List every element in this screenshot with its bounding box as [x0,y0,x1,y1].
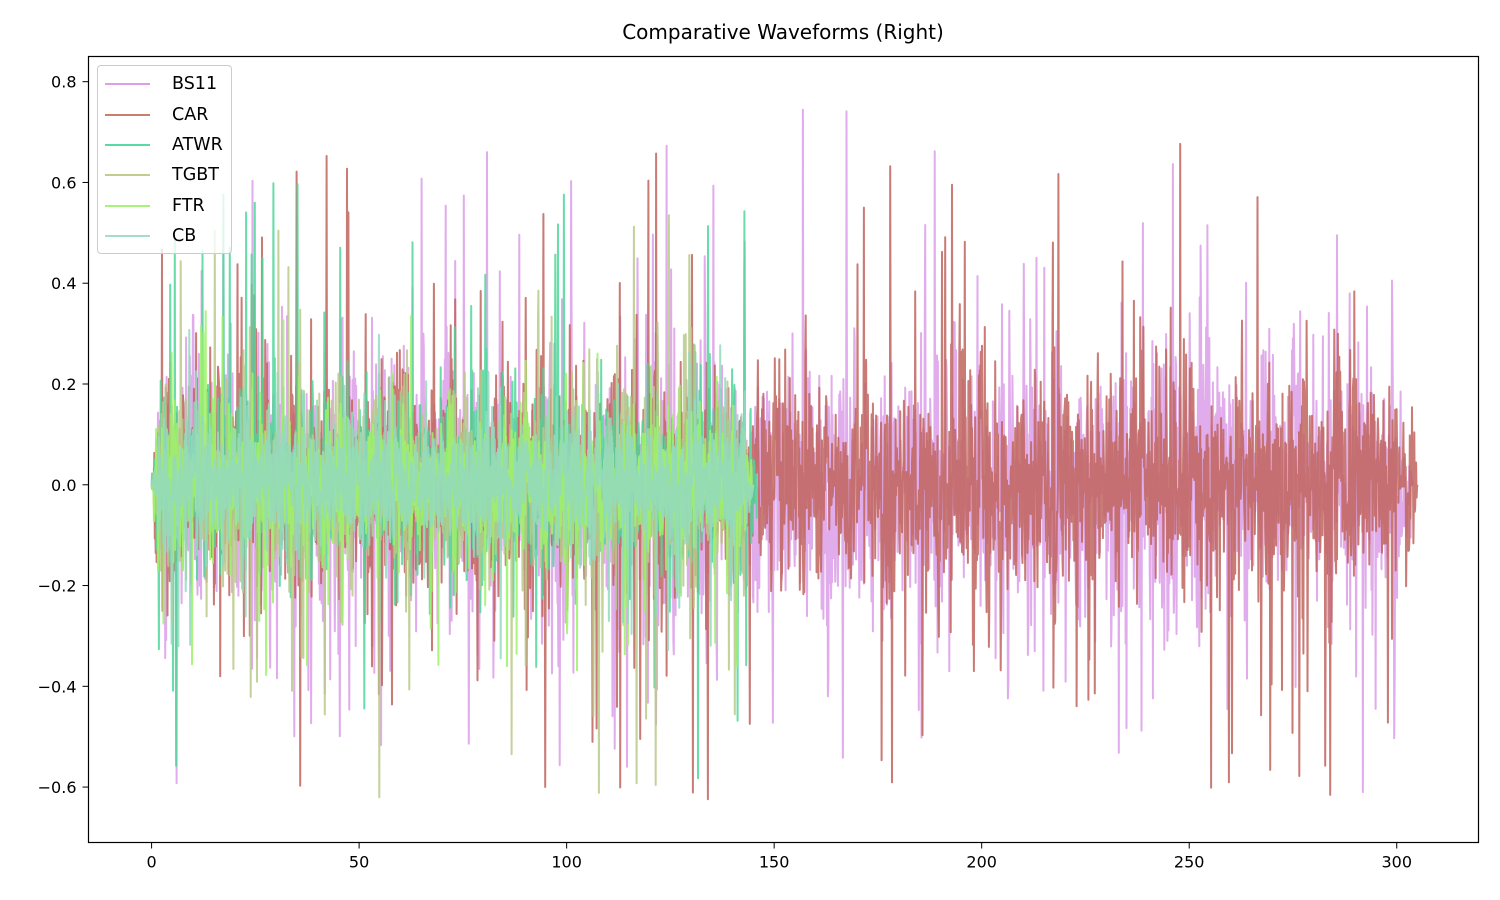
legend-item-atwr: ATWR [98,130,231,160]
waveform-series-group [150,108,1419,801]
legend-item-bs11: BS11 [98,69,231,99]
legend-label: CB [172,226,197,247]
legend-label: FTR [172,195,205,216]
legend-item-ftr: FTR [98,191,231,221]
legend-label: CAR [172,104,209,125]
chart-title: Comparative Waveforms (Right) [622,20,944,44]
y-axis: 0.8 0.6 0.4 0.2 0.0 −0.2 −0.4 −0.6 [38,73,89,797]
x-tick-label: 50 [349,853,369,872]
x-tick-label: 200 [966,853,997,872]
y-tick-label: −0.4 [38,677,77,696]
y-tick-label: −0.2 [38,577,77,596]
waveform-cb [151,329,755,660]
legend-item-car: CAR [98,99,231,129]
legend-label: TGBT [172,165,219,186]
x-tick-label: 0 [146,853,156,872]
legend-label: ATWR [172,134,223,155]
y-tick-label: 0.8 [51,73,76,92]
legend-label: BS11 [172,74,218,95]
legend-swatch-icon [105,204,150,207]
y-tick-label: 0.6 [51,173,76,192]
x-axis: 0 50 100 150 200 250 300 [146,842,1412,872]
x-tick-label: 150 [759,853,790,872]
x-tick-label: 100 [551,853,582,872]
axes-frame [87,55,1480,844]
x-tick-label: 300 [1381,853,1412,872]
legend-swatch-icon [105,235,150,238]
x-tick-label: 250 [1174,853,1205,872]
y-tick-label: −0.6 [38,778,77,797]
legend-item-tgbt: TGBT [98,160,231,190]
y-tick-label: 0.0 [51,476,76,495]
legend-swatch-icon [105,143,150,146]
legend-swatch-icon [105,83,150,86]
legend-swatch-icon [105,174,150,177]
legend-item-cb: CB [98,221,231,251]
y-tick-label: 0.4 [51,274,76,293]
legend: BS11 CAR ATWR TGBT FTR CB [97,65,232,254]
y-tick-label: 0.2 [51,375,76,394]
legend-swatch-icon [105,113,150,116]
